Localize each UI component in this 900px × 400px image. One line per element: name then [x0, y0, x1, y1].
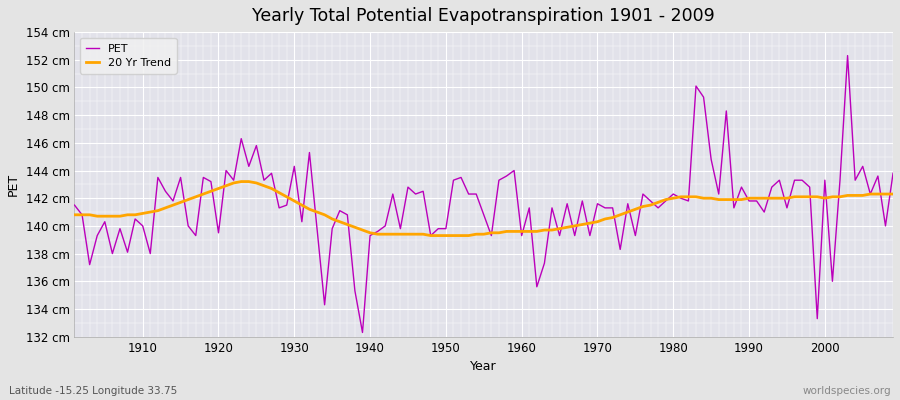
PET	[887, 171, 898, 176]
20 Yr Trend	[349, 225, 360, 230]
Text: worldspecies.org: worldspecies.org	[803, 386, 891, 396]
PET	[357, 330, 368, 335]
20 Yr Trend	[304, 207, 315, 212]
20 Yr Trend	[531, 229, 542, 234]
PET	[615, 247, 626, 252]
PET	[69, 203, 80, 208]
20 Yr Trend	[426, 233, 436, 238]
PET	[130, 216, 140, 221]
Text: Latitude -15.25 Longitude 33.75: Latitude -15.25 Longitude 33.75	[9, 386, 177, 396]
Line: 20 Yr Trend: 20 Yr Trend	[75, 182, 893, 236]
PET	[842, 53, 853, 58]
PET	[296, 219, 307, 224]
20 Yr Trend	[69, 212, 80, 217]
20 Yr Trend	[524, 229, 535, 234]
20 Yr Trend	[236, 179, 247, 184]
Title: Yearly Total Potential Evapotranspiration 1901 - 2009: Yearly Total Potential Evapotranspiratio…	[252, 7, 716, 25]
PET	[342, 212, 353, 217]
Legend: PET, 20 Yr Trend: PET, 20 Yr Trend	[80, 38, 176, 74]
20 Yr Trend	[623, 210, 634, 214]
20 Yr Trend	[130, 212, 140, 217]
X-axis label: Year: Year	[471, 360, 497, 373]
Y-axis label: PET: PET	[7, 173, 20, 196]
20 Yr Trend	[887, 192, 898, 196]
PET	[524, 206, 535, 210]
PET	[517, 233, 527, 238]
Line: PET: PET	[75, 56, 893, 332]
